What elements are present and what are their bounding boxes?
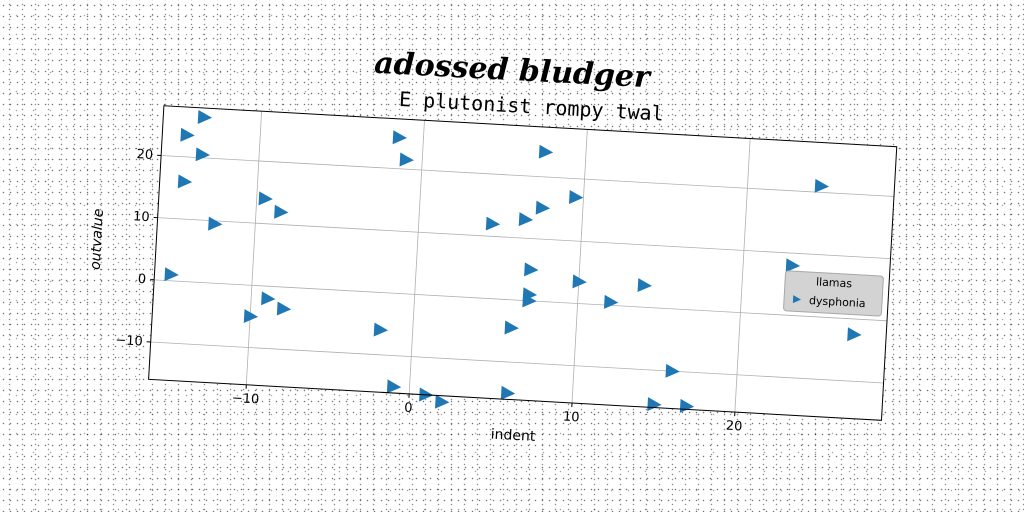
x-grid-line	[734, 138, 751, 413]
axis-ticks: −10 0 10 20 −10 0 10 20	[115, 147, 743, 435]
data-point	[814, 178, 830, 193]
data-point	[785, 258, 801, 273]
data-point	[208, 216, 223, 231]
x-tick-label: 0	[404, 401, 413, 416]
legend: llamas dysphonia	[783, 270, 884, 317]
legend-entry-dysphonia: dysphonia	[809, 294, 866, 310]
data-point	[197, 110, 213, 125]
plot-axes: E plutonist rompy twal −1001020−1001020 …	[88, 87, 898, 445]
legend-marker-icon	[792, 295, 802, 304]
legend-title: llamas	[816, 275, 853, 290]
data-point	[386, 379, 402, 394]
y-tick-label: −10	[115, 333, 143, 350]
data-point	[847, 327, 862, 342]
x-tick-label: 10	[563, 410, 580, 426]
x-tick-label: 20	[725, 419, 742, 435]
y-grid-line	[154, 279, 888, 322]
data-point	[603, 294, 619, 309]
data-point	[568, 190, 584, 205]
legend-box	[783, 270, 884, 317]
y-grid-line	[161, 155, 894, 197]
data-point	[261, 291, 276, 306]
data-point	[637, 278, 652, 293]
data-point	[518, 212, 534, 227]
y-grid-line	[150, 341, 884, 384]
data-point	[435, 394, 450, 409]
data-point	[535, 200, 551, 215]
data-point	[180, 127, 195, 142]
y-tick-label: 10	[133, 209, 150, 225]
data-point	[243, 309, 259, 324]
data-point	[522, 293, 537, 308]
data-point	[164, 267, 179, 282]
plot-area	[148, 105, 897, 421]
data-point	[665, 363, 680, 378]
x-grid-line	[408, 120, 425, 394]
grid-lines	[150, 111, 894, 413]
y-axis-label: outvalue	[88, 208, 107, 270]
y-tick-label: 0	[137, 272, 146, 287]
data-point	[500, 385, 516, 400]
y-grid-line	[157, 217, 891, 260]
data-point	[399, 152, 414, 167]
data-point	[572, 274, 587, 289]
y-tick-label: 20	[136, 147, 153, 163]
data-point	[485, 216, 501, 231]
x-grid-line	[245, 111, 263, 385]
data-point	[177, 174, 193, 189]
plot-frame	[148, 105, 898, 421]
data-point	[195, 147, 210, 162]
data-point	[276, 301, 292, 316]
x-axis-label: indent	[490, 427, 536, 445]
data-point	[538, 144, 554, 159]
data-point	[373, 322, 389, 337]
data-point	[524, 262, 539, 277]
data-point	[258, 191, 273, 206]
x-tick-label: −10	[231, 391, 259, 408]
data-point	[274, 204, 289, 219]
data-point	[504, 320, 519, 335]
x-grid-line	[571, 129, 588, 404]
scatter-points	[164, 110, 862, 413]
data-point	[392, 130, 407, 145]
